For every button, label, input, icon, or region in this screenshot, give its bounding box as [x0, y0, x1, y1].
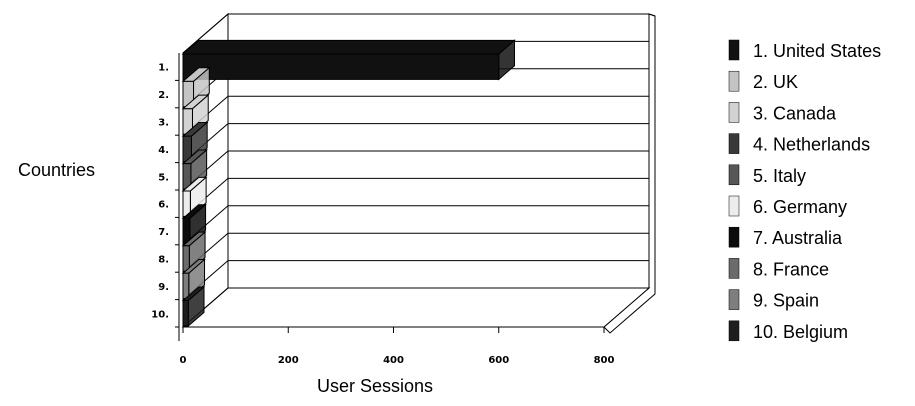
legend-item: 4. Netherlands — [728, 133, 870, 155]
floor — [181, 287, 651, 328]
y-tick-label: 1. — [158, 63, 169, 74]
y-tick-label: 2. — [158, 90, 169, 101]
y-tick-label: 6. — [158, 200, 169, 211]
x-tick-label: 200 — [278, 355, 299, 366]
bar-10 — [181, 285, 206, 328]
legend-swatch — [728, 39, 740, 61]
bar-4 — [181, 121, 209, 163]
legend-label: 10. Belgium — [753, 322, 848, 342]
legend-swatch — [728, 195, 740, 217]
legend-label: 3. Canada — [753, 103, 837, 123]
legend-item: 6. Germany — [728, 195, 847, 217]
grid-line-depth — [182, 13, 229, 54]
legend-swatch — [728, 258, 740, 279]
legend-item: 1. United States — [728, 39, 881, 61]
legend-swatch — [728, 102, 740, 123]
bar-top — [181, 39, 516, 55]
y-tick-label: 7. — [158, 227, 169, 238]
x-tick-label: 400 — [383, 355, 404, 366]
y-tick-labels: 1. 2. 3. 4. 5. 6. 7. 8. 9. 10. — [151, 63, 179, 328]
legend-label: 9. Spain — [753, 291, 819, 311]
legend-swatch — [728, 289, 740, 310]
x-tick-labels: 0 200 400 600 800 — [180, 327, 615, 366]
legend-label: 2. UK — [753, 72, 798, 92]
bar-6 — [181, 176, 208, 218]
legend-swatch — [728, 320, 740, 342]
legend-item: 3. Canada — [728, 102, 837, 123]
legend-label: 7. Australia — [753, 228, 843, 248]
legend-label: 1. United States — [753, 41, 881, 61]
y-tick-label: 10. — [151, 309, 169, 320]
legend-label: 8. France — [753, 259, 829, 279]
y-tick-label: 9. — [158, 282, 169, 293]
legend-swatch — [728, 164, 740, 186]
legend-label: 4. Netherlands — [753, 135, 870, 155]
bar-front — [182, 300, 189, 327]
legend-item: 2. UK — [728, 70, 798, 92]
legend-label: 6. Germany — [753, 197, 847, 217]
bar-5 — [181, 148, 208, 191]
x-axis-title: User Sessions — [317, 376, 433, 396]
legend-item: 5. Italy — [728, 164, 806, 186]
bar-7 — [181, 203, 207, 245]
legend-item: 9. Spain — [728, 289, 819, 311]
legend-swatch — [728, 226, 740, 248]
y-tick-label: 8. — [158, 255, 169, 266]
bar-8 — [181, 231, 207, 273]
x-tick-label: 600 — [488, 355, 509, 366]
legend-item: 10. Belgium — [728, 320, 848, 342]
y-tick-label: 4. — [158, 145, 169, 156]
bar-front — [182, 245, 190, 272]
legend: 1. United States 2. UK 3. Canada 4. Netherl… — [728, 39, 881, 342]
bar-group — [181, 39, 516, 328]
y-tick-label: 5. — [158, 172, 169, 183]
legend-swatch — [728, 133, 740, 154]
frame-edge — [648, 13, 656, 17]
bar-1 — [181, 39, 516, 81]
legend-label: 5. Italy — [753, 166, 806, 186]
legend-swatch — [728, 70, 740, 92]
legend-item: 8. France — [728, 258, 829, 279]
bar-front — [182, 217, 191, 245]
y-axis-title: Countries — [18, 160, 95, 180]
y-tick-label: 3. — [158, 118, 169, 129]
bar-front — [182, 272, 190, 300]
legend-item: 7. Australia — [728, 226, 843, 248]
bar-front — [182, 53, 500, 80]
x-tick-label: 800 — [594, 355, 615, 366]
x-tick-label: 0 — [180, 355, 187, 366]
